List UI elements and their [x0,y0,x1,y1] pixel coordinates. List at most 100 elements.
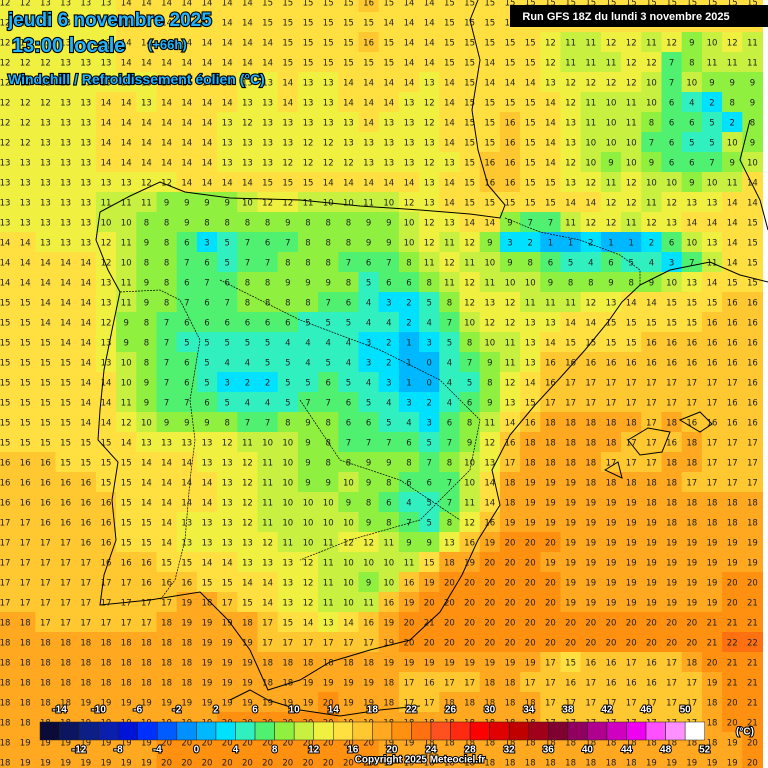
field-cell [156,32,178,53]
value-label: 11 [525,299,536,309]
field-cell [217,92,238,113]
field-cell [621,132,642,153]
value-label: 19 [565,559,576,569]
value-label: 18 [141,679,152,689]
value-label: 10 [383,199,394,209]
value-label: 20 [161,759,172,768]
value-label: 8 [325,239,330,249]
field-cell [95,112,117,133]
value-label: 13 [101,179,112,189]
value-label: 13 [323,79,334,89]
value-label: 15 [0,399,10,409]
legend-tick-label: 44 [621,745,633,756]
value-label: 20 [646,619,657,629]
value-label: 16 [565,359,576,369]
field-cell [520,72,541,93]
field-cell [277,72,299,93]
value-label: 7 [325,299,330,309]
field-cell [621,112,642,133]
value-label: 9 [487,239,492,249]
value-label: 18 [666,519,677,529]
value-label: 13 [60,159,71,169]
value-label: 13 [707,199,718,209]
value-label: 8 [346,239,351,249]
value-label: 18 [60,659,71,669]
value-label: 5 [447,339,452,349]
value-label: 17 [0,579,10,589]
field-cell [277,92,299,113]
value-label: 17 [20,519,31,529]
value-label: 6 [346,419,351,429]
value-label: 10 [646,79,657,89]
value-label: 4 [426,319,431,329]
value-label: 7 [245,419,250,429]
value-label: 8 [325,419,330,429]
value-label: 9 [406,539,411,549]
field-cell [701,152,723,173]
value-label: 13 [80,119,91,129]
field-cell [479,132,501,153]
value-label: 15 [282,179,293,189]
value-label: 13 [262,99,273,109]
value-label: 7 [204,279,209,289]
value-label: 14 [262,59,273,69]
value-label: 11 [606,179,617,189]
value-label: 16 [40,459,51,469]
legend-tick-label: 6 [252,705,258,716]
value-label: 17 [626,659,637,669]
value-label: 14 [545,159,556,169]
value-label: 8 [467,339,472,349]
legend-swatch [606,721,627,741]
value-label: 7 [346,259,351,269]
value-label: 18 [181,679,192,689]
value-label: 14 [80,299,91,309]
value-label: 16 [484,159,495,169]
value-label: 11 [464,259,475,269]
value-label: 13 [20,159,31,169]
value-label: 14 [222,559,233,569]
value-label: 12 [424,159,435,169]
field-cell [419,112,440,133]
value-label: 18 [727,499,738,509]
value-label: 20 [545,619,556,629]
value-label: 17 [0,559,10,569]
value-label: 15 [383,0,394,9]
field-cell [277,112,299,133]
value-label: 5 [346,379,351,389]
field-cell [378,92,400,113]
value-label: 19 [565,519,576,529]
field-cell [338,72,359,93]
value-label: 16 [404,579,415,589]
value-label: 14 [444,139,455,149]
field-cell [499,132,521,153]
value-label: 18 [585,759,596,768]
field-cell [358,72,380,93]
value-label: 8 [447,519,452,529]
value-label: 10 [383,579,394,589]
field-cell [55,112,77,133]
value-label: 13 [424,79,435,89]
value-label: 15 [525,399,536,409]
value-label: 6 [265,239,270,249]
value-label: 16 [20,479,31,489]
field-cell [621,32,642,53]
field-cell [378,152,400,173]
field-cell [358,112,380,133]
value-label: 14 [383,19,394,29]
value-label: 5 [467,379,472,389]
field-cell [358,52,380,73]
field-cell [15,92,36,113]
value-label: 14 [202,499,213,509]
field-cell [136,92,157,113]
value-label: 14 [181,159,192,169]
value-label: 14 [202,559,213,569]
value-label: 13 [161,439,172,449]
value-label: 13 [424,199,435,209]
field-cell [196,12,218,33]
field-cell [641,112,662,133]
field-cell [277,32,299,53]
value-label: 19 [202,659,213,669]
legend-tick-label: 36 [543,745,555,756]
value-label: 4 [305,339,310,349]
